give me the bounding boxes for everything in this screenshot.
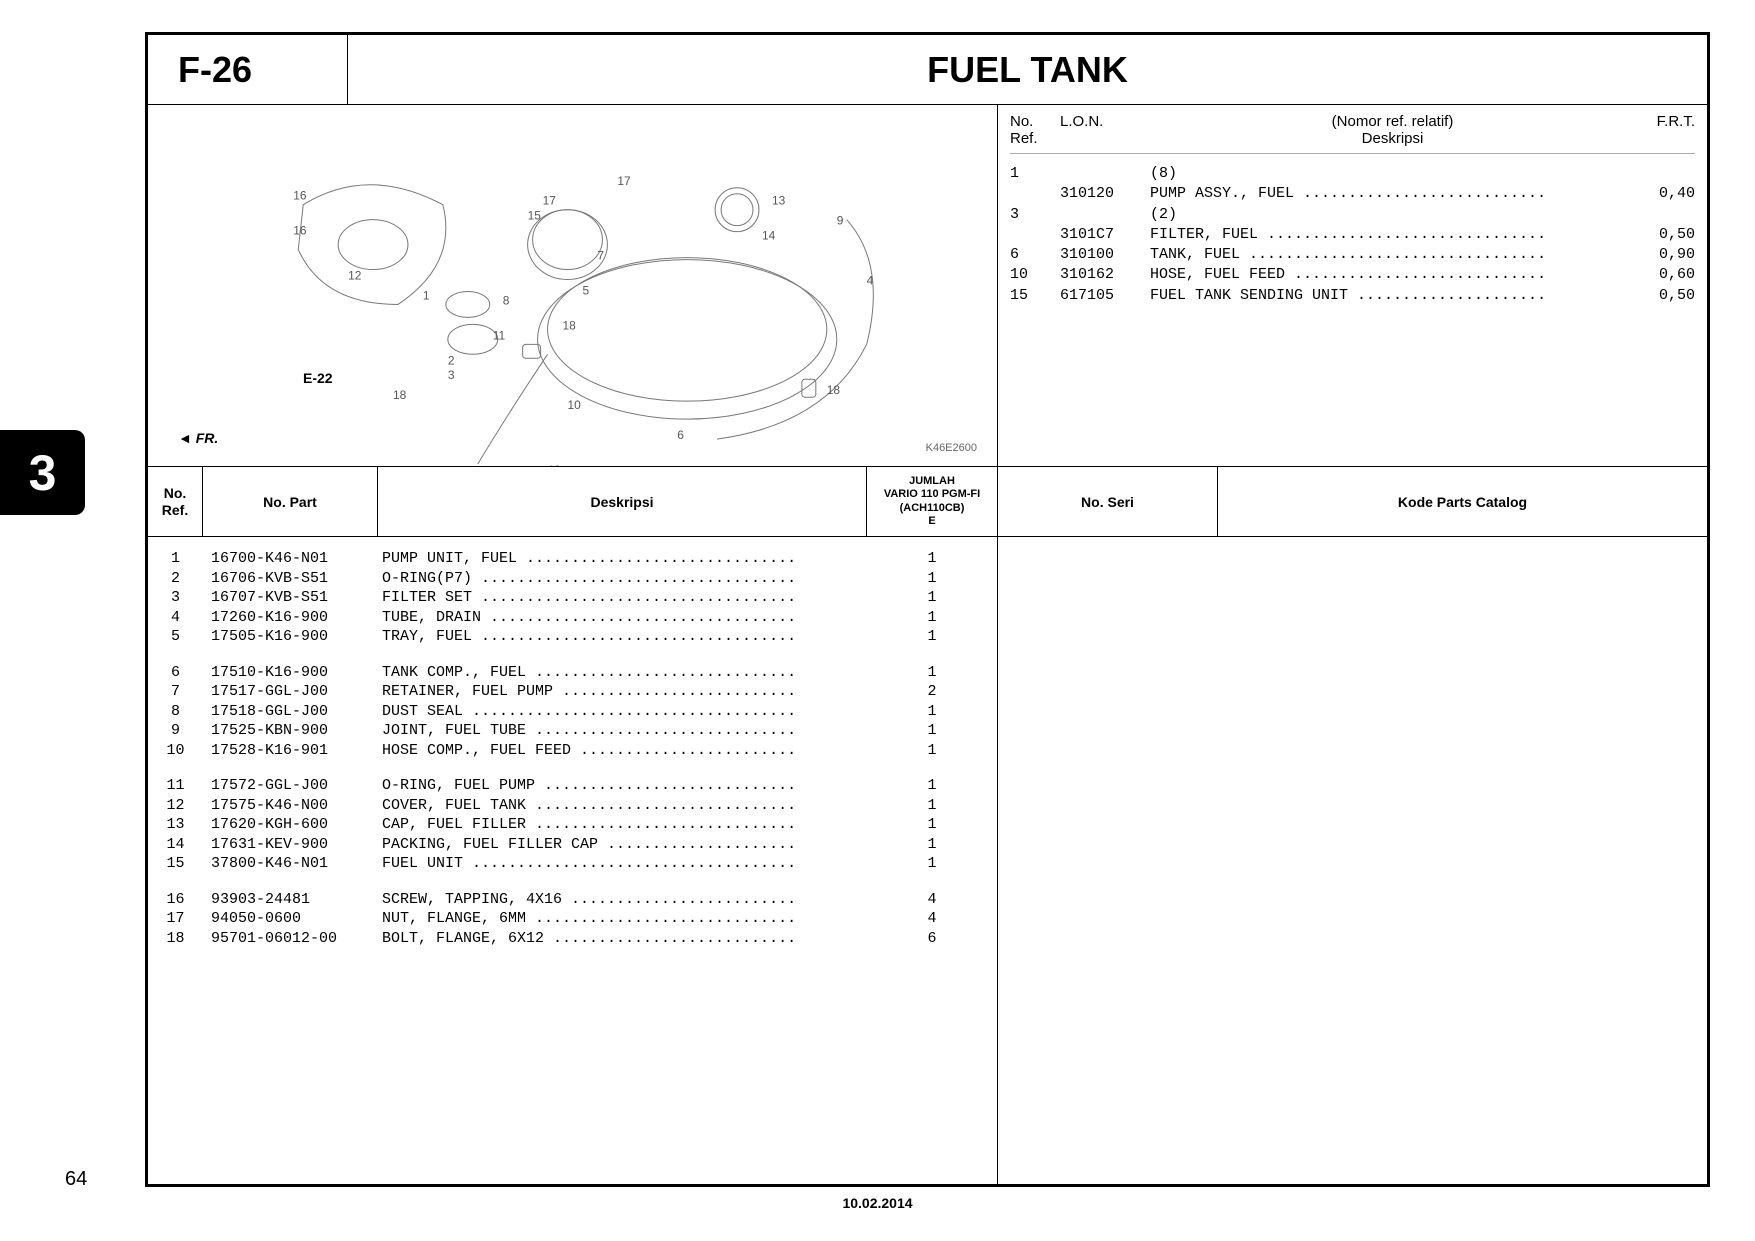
section-code: F-26 [148,35,348,104]
fr-indicator: ◄ FR. [178,430,218,446]
parts-row: 1217575-K46-N00COVER, FUEL TANK ........… [148,796,997,816]
lon-rows: 1(8)310120PUMP ASSY., FUEL .............… [1010,164,1695,306]
parts-row: 116700-K46-N01PUMP UNIT, FUEL ..........… [148,549,997,569]
parts-row: 1895701-06012-00BOLT, FLANGE, 6X12 .....… [148,929,997,949]
svg-text:16: 16 [293,224,307,238]
serial-header: No. Seri Kode Parts Catalog [998,467,1707,537]
parts-header-jumlah: JUMLAH VARIO 110 PGM-FI (ACH110CB) E [867,467,997,536]
parts-row: 316707-KVB-S51FILTER SET ...............… [148,588,997,608]
parts-row: 617510-K16-900TANK COMP., FUEL .........… [148,663,997,683]
parts-group: 617510-K16-900TANK COMP., FUEL .........… [148,663,997,761]
svg-text:11: 11 [493,328,506,342]
parts-group: 1117572-GGL-J00O-RING, FUEL PUMP .......… [148,776,997,874]
lon-area: No. Ref. L.O.N. (Nomor ref. relatif) Des… [998,105,1707,466]
serial-area: No. Seri Kode Parts Catalog [998,467,1707,1184]
svg-text:17: 17 [543,194,557,208]
parts-row: 1017528-K16-901HOSE COMP., FUEL FEED ...… [148,741,997,761]
page-number: 64 [65,1168,87,1191]
svg-text:9: 9 [837,214,844,228]
page-date: 10.02.2014 [842,1195,912,1211]
parts-row: 517505-K16-900TRAY, FUEL ...............… [148,627,997,647]
exploded-diagram: 16 16 12 1 2 3 8 11 15 7 5 10 6 17 17 13 [148,105,997,466]
upper-content: 16 16 12 1 2 3 8 11 15 7 5 10 6 17 17 13 [148,105,1707,467]
chapter-tab: 3 [0,430,85,515]
lon-header: No. Ref. L.O.N. (Nomor ref. relatif) Des… [1010,113,1695,154]
parts-header: No. Ref. No. Part Deskripsi JUMLAH VARIO… [148,467,997,537]
svg-text:8: 8 [503,293,510,307]
parts-row: 1794050-0600NUT, FLANGE, 6MM ...........… [148,909,997,929]
svg-text:18: 18 [563,318,577,332]
parts-group: 1693903-24481SCREW, TAPPING, 4X16 ......… [148,890,997,949]
parts-rows: 116700-K46-N01PUMP UNIT, FUEL ..........… [148,537,997,948]
svg-text:6: 6 [677,428,684,442]
parts-row: 216706-KVB-S51O-RING(P7) ...............… [148,569,997,589]
page-border: F-26 FUEL TANK [145,32,1710,1187]
svg-text:18: 18 [548,463,562,466]
lon-row: 15617105FUEL TANK SENDING UNIT .........… [1010,286,1695,306]
svg-text:1: 1 [423,288,430,302]
svg-text:7: 7 [597,249,604,263]
svg-text:12: 12 [348,269,362,283]
svg-text:2: 2 [448,353,455,367]
section-title: FUEL TANK [348,35,1707,104]
header-row: F-26 FUEL TANK [148,35,1707,105]
lon-header-desc: (Nomor ref. relatif) Deskripsi [1150,113,1635,147]
lon-row: 310120PUMP ASSY., FUEL .................… [1010,184,1695,204]
parts-row: 717517-GGL-J00RETAINER, FUEL PUMP ......… [148,682,997,702]
serial-header-kode: Kode Parts Catalog [1218,467,1707,536]
parts-row: 917525-KBN-900JOINT, FUEL TUBE .........… [148,721,997,741]
lon-row: 10310162HOSE, FUEL FEED ................… [1010,265,1695,285]
diagram-code: K46E2600 [926,442,977,454]
svg-text:3: 3 [448,368,455,382]
lon-header-ref: No. Ref. [1010,113,1060,147]
parts-row: 1117572-GGL-J00O-RING, FUEL PUMP .......… [148,776,997,796]
parts-table: No. Ref. No. Part Deskripsi JUMLAH VARIO… [148,467,998,1184]
lon-row: 6310100TANK, FUEL ......................… [1010,245,1695,265]
lon-row: 1(8) [1010,164,1695,184]
svg-text:14: 14 [762,229,776,243]
svg-text:17: 17 [617,174,631,188]
e22-label: E-22 [303,370,333,386]
lon-header-lon: L.O.N. [1060,113,1150,147]
parts-row: 1537800-K46-N01FUEL UNIT ...............… [148,854,997,874]
svg-text:15: 15 [528,209,542,223]
parts-header-ref: No. Ref. [148,467,203,536]
parts-group: 116700-K46-N01PUMP UNIT, FUEL ..........… [148,549,997,647]
lower-content: No. Ref. No. Part Deskripsi JUMLAH VARIO… [148,467,1707,1184]
lon-row: 3(2) [1010,205,1695,225]
lon-header-frt: F.R.T. [1635,113,1695,147]
serial-header-seri: No. Seri [998,467,1218,536]
svg-text:18: 18 [827,383,841,397]
svg-text:10: 10 [568,398,582,412]
parts-row: 1317620-KGH-600CAP, FUEL FILLER ........… [148,815,997,835]
diagram-area: 16 16 12 1 2 3 8 11 15 7 5 10 6 17 17 13 [148,105,998,466]
parts-header-desc: Deskripsi [378,467,867,536]
svg-text:18: 18 [393,388,407,402]
svg-text:16: 16 [293,189,307,203]
parts-row: 817518-GGL-J00DUST SEAL ................… [148,702,997,722]
parts-row: 1417631-KEV-900PACKING, FUEL FILLER CAP … [148,835,997,855]
parts-row: 417260-K16-900TUBE, DRAIN ..............… [148,608,997,628]
parts-row: 1693903-24481SCREW, TAPPING, 4X16 ......… [148,890,997,910]
svg-text:13: 13 [772,194,786,208]
svg-text:4: 4 [867,274,874,288]
parts-header-part: No. Part [203,467,378,536]
lon-row: 3101C7FILTER, FUEL .....................… [1010,225,1695,245]
svg-text:5: 5 [582,283,589,297]
